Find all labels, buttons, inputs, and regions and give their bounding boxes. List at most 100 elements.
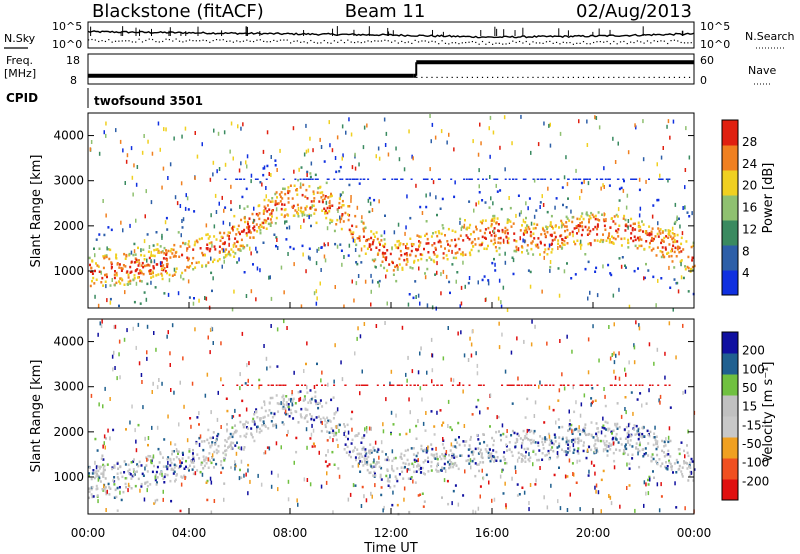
echo-cell (522, 233, 525, 236)
echo-cell (335, 170, 338, 174)
noise-cell (478, 168, 480, 173)
echo-cell (313, 212, 316, 215)
noise-cell (560, 224, 563, 229)
noise-cell (321, 421, 323, 425)
echo-cell (577, 430, 580, 433)
noise-cell (131, 404, 133, 409)
noise-cell (681, 231, 684, 236)
echo-cell (253, 228, 256, 232)
noise-cell (298, 167, 300, 172)
echo-cell (336, 218, 339, 222)
echo-cell (306, 197, 309, 200)
echo-cell (571, 432, 574, 435)
noise-cell (126, 328, 128, 333)
echo-cell (187, 258, 190, 262)
echo-cell (627, 241, 630, 245)
echo-cell (358, 384, 361, 386)
echo-cell (262, 173, 265, 177)
noise-cell (287, 497, 290, 502)
echo-cell (647, 454, 650, 457)
noise-cell (516, 458, 519, 463)
echo-cell (230, 466, 232, 469)
echo-cell (381, 251, 384, 255)
echo-cell (637, 267, 639, 270)
echo-cell (380, 486, 383, 489)
noise-cell (268, 275, 270, 280)
echo-cell (464, 253, 467, 256)
noise-cell (250, 179, 252, 184)
echo-cell (594, 399, 597, 402)
noise-cell (276, 238, 278, 242)
nsearch-point (162, 40, 164, 43)
echo-cell (678, 217, 680, 220)
echo-cell (311, 445, 314, 448)
echo-cell (635, 447, 638, 450)
echo-cell (549, 178, 552, 180)
echo-cell (444, 247, 446, 250)
echo-cell (362, 446, 365, 449)
noise-cell (316, 248, 318, 253)
echo-cell (687, 255, 690, 259)
echo-cell (407, 463, 410, 466)
nsearch-point (485, 43, 487, 45)
noise-cell (338, 474, 341, 479)
echo-cell (529, 456, 532, 459)
echo-cell (258, 204, 261, 207)
echo-cell (167, 456, 170, 459)
noise-cell (228, 242, 230, 247)
echo-cell (559, 244, 562, 248)
echo-cell (127, 469, 130, 473)
echo-cell (247, 463, 250, 467)
echo-cell (410, 447, 413, 450)
noise-cell (150, 280, 152, 285)
echo-cell (400, 384, 403, 386)
noise-cell (313, 291, 316, 296)
echo-cell (392, 269, 395, 272)
echo-cell (122, 264, 125, 267)
noise-cell (169, 363, 171, 367)
echo-cell (207, 428, 210, 432)
echo-cell (483, 440, 486, 444)
echo-cell (341, 214, 344, 218)
echo-cell (466, 236, 469, 239)
colorbar-tick-label: 16 (742, 201, 757, 215)
nsearch-point (428, 41, 430, 43)
echo-cell (392, 423, 395, 426)
echo-cell (468, 178, 471, 180)
noise-cell (105, 121, 107, 126)
noise-cell (229, 222, 231, 227)
echo-cell (216, 259, 219, 263)
noise-cell (475, 351, 477, 356)
echo-cell (417, 259, 420, 262)
nsearch-point (347, 39, 349, 41)
noise-cell (360, 247, 363, 252)
echo-cell (417, 384, 419, 386)
noise-cell (680, 275, 683, 280)
noise-cell (421, 397, 423, 402)
nsearch-point (636, 40, 638, 42)
echo-cell (523, 447, 526, 451)
nave-point (88, 74, 90, 76)
echo-cell (360, 220, 363, 223)
noise-cell (525, 201, 527, 206)
noise-cell (316, 296, 318, 301)
echo-cell (678, 251, 681, 254)
echo-cell (485, 247, 488, 251)
echo-cell (640, 238, 643, 241)
echo-cell (604, 228, 607, 231)
echo-cell (199, 247, 202, 250)
echo-cell (252, 263, 254, 266)
noise-cell (586, 119, 588, 124)
nave-point (158, 74, 160, 76)
noise-cell (543, 495, 545, 500)
echo-cell (153, 502, 156, 505)
echo-cell (595, 422, 598, 425)
echo-cell (252, 420, 255, 423)
nsearch-point (337, 41, 339, 43)
noise-cell (313, 385, 316, 389)
echo-cell (310, 214, 313, 217)
noise-cell (382, 422, 384, 427)
echo-cell (614, 384, 617, 386)
echo-cell (395, 477, 398, 481)
echo-cell (515, 250, 518, 253)
